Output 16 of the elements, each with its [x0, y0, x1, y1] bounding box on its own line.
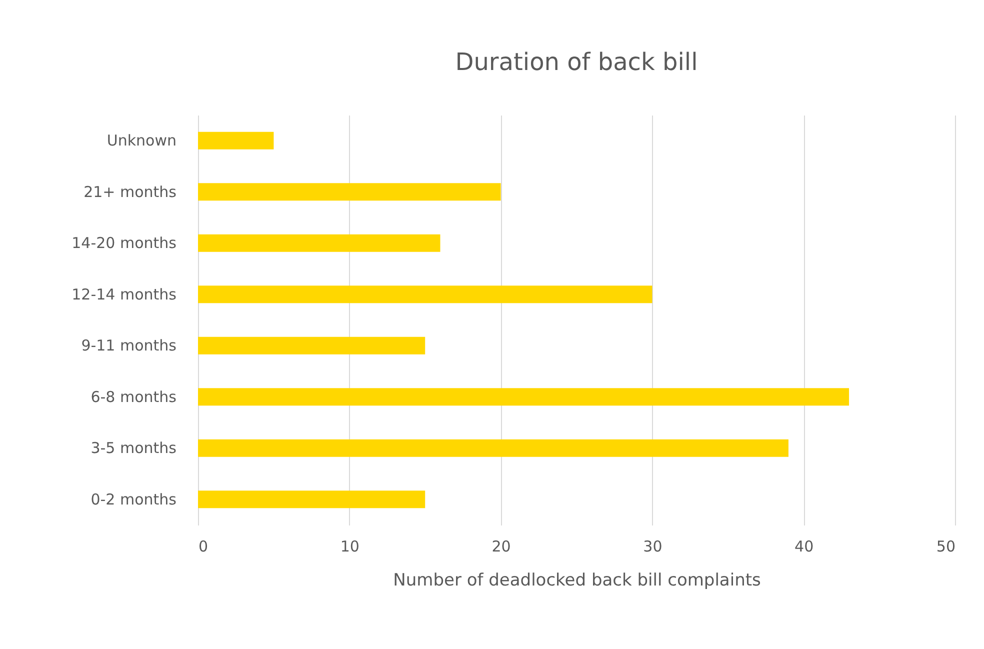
x-tick-label: 0 [198, 538, 208, 556]
x-tick-label: 30 [643, 538, 662, 556]
x-tick-label: 50 [936, 538, 956, 556]
y-tick-label: 6-8 months [90, 388, 177, 406]
y-tick-label: 14-20 months [72, 234, 177, 252]
y-tick-label: Unknown [106, 132, 176, 150]
chart-title: Duration of back bill [455, 48, 698, 76]
y-tick-label: 0-2 months [90, 490, 177, 508]
x-tick-label: 40 [794, 538, 814, 556]
y-tick-label: 12-14 months [72, 285, 177, 304]
x-tick-label: 10 [340, 538, 360, 556]
y-tick-label: 9-11 months [81, 336, 177, 355]
x-tick-label: 20 [492, 538, 511, 556]
y-tick-label: 3-5 months [90, 439, 177, 458]
x-axis-title: Number of deadlocked back bill complaints [393, 570, 762, 590]
y-tick-label: 21+ months [84, 182, 177, 201]
